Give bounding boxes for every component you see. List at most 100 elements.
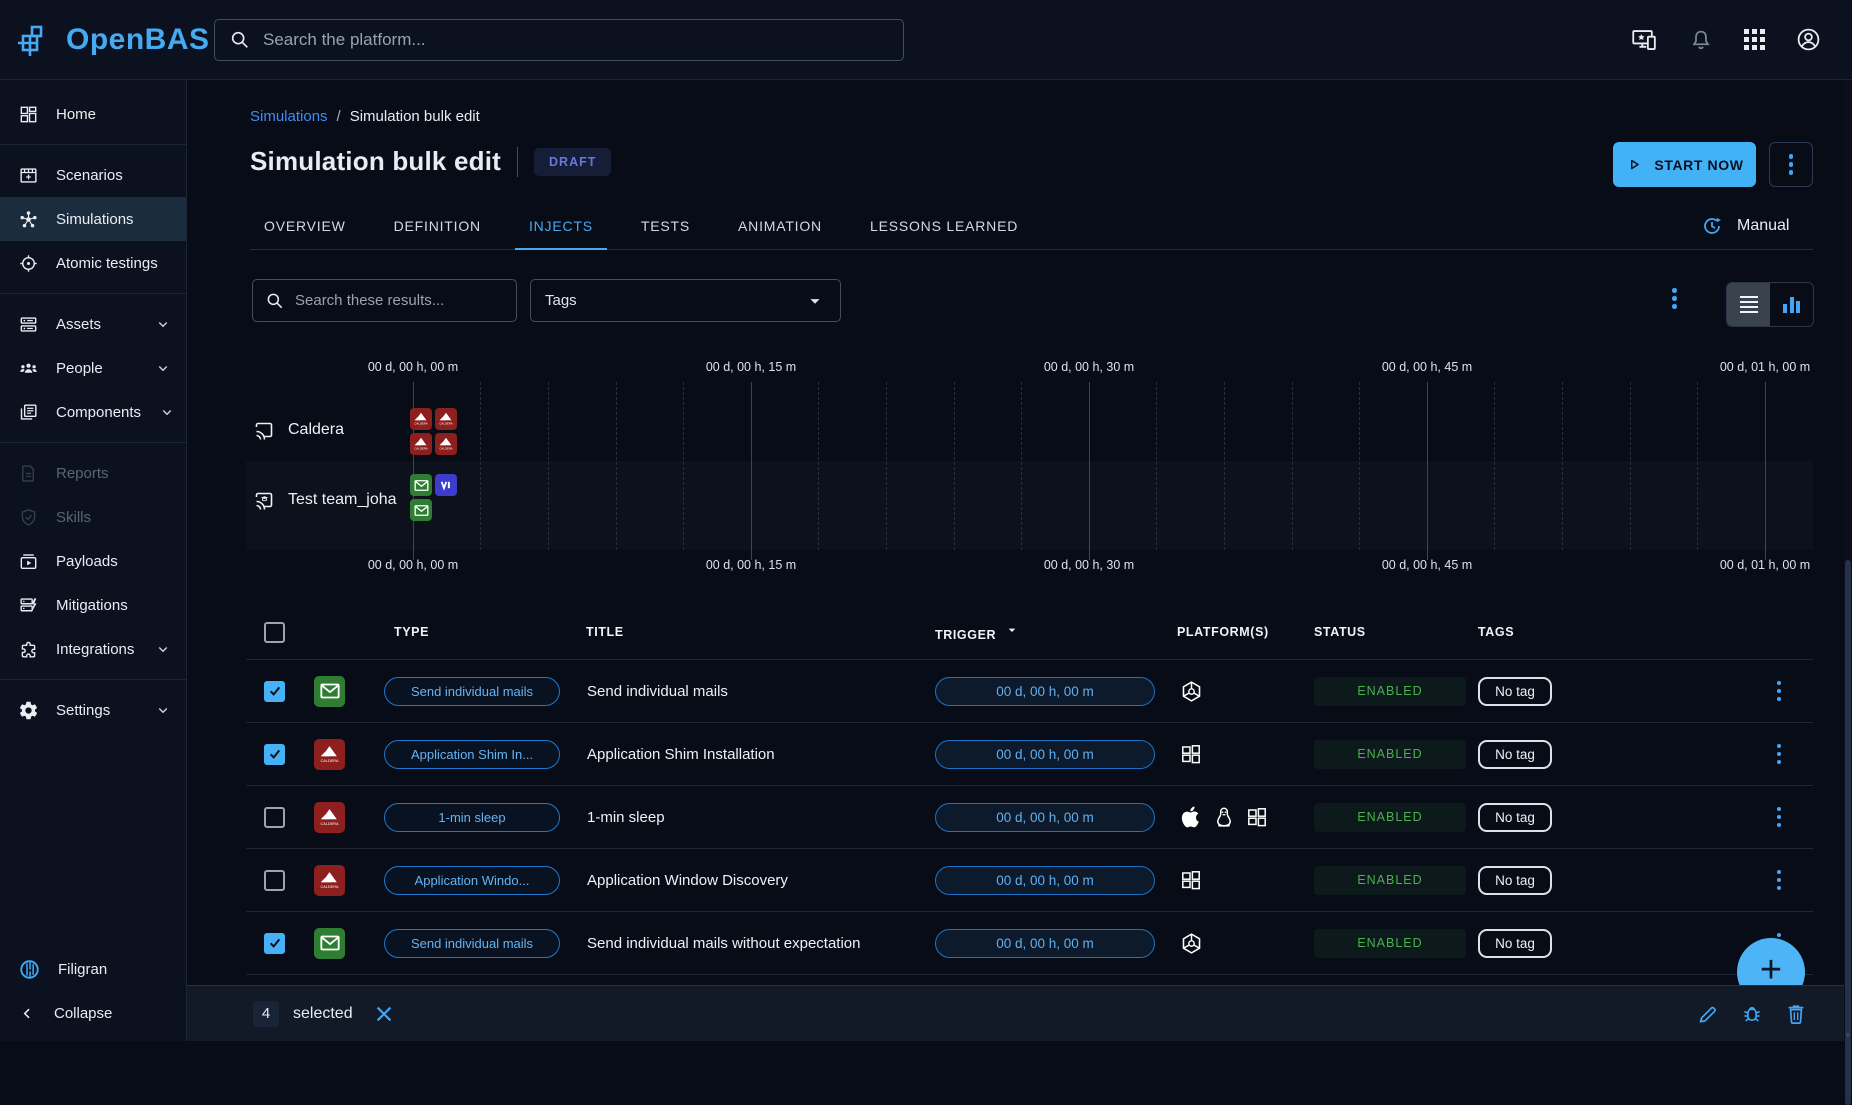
inject-row[interactable]: Application Shim In... Application Shim … xyxy=(246,723,1813,786)
servers-icon xyxy=(18,314,39,335)
notifications-bell-icon[interactable] xyxy=(1688,27,1714,53)
row-menu-button[interactable] xyxy=(1776,680,1781,702)
tab-injects[interactable]: INJECTS xyxy=(514,202,607,250)
sidebar-item-label: Reports xyxy=(56,464,109,482)
kebab-icon xyxy=(1788,154,1794,175)
row-menu-button[interactable] xyxy=(1776,869,1781,891)
cast-icon xyxy=(252,418,276,442)
indigo-inject-icon[interactable] xyxy=(435,474,457,496)
linux-platform-icon xyxy=(1212,805,1236,829)
caldera-inject-icon[interactable] xyxy=(410,433,432,455)
filigran-label: Filigran xyxy=(58,960,108,978)
select-all-checkbox[interactable] xyxy=(264,621,285,643)
inject-type-chip[interactable]: Send individual mails xyxy=(384,676,560,706)
inject-row[interactable]: Application Windo... Application Window … xyxy=(246,849,1813,912)
email-inject-icon[interactable] xyxy=(410,474,432,496)
inject-type-chip[interactable]: Application Windo... xyxy=(384,865,560,895)
email-inject-icon[interactable] xyxy=(410,499,432,521)
bug-test-icon[interactable] xyxy=(1740,1002,1764,1026)
platform-search-placeholder: Search the platform... xyxy=(263,29,426,49)
view-mode-toggle xyxy=(1726,282,1814,327)
column-header-platforms[interactable]: PLATFORM(S) xyxy=(1177,625,1269,639)
openbas-logo[interactable]: OpenBAS xyxy=(16,20,209,60)
sidebar-item-components[interactable]: Components xyxy=(0,390,186,434)
row-checkbox[interactable] xyxy=(264,680,285,702)
column-header-trigger[interactable]: TRIGGER xyxy=(935,622,1177,642)
sidebar-item-settings[interactable]: Settings xyxy=(0,688,186,732)
sidebar-item-home[interactable]: Home xyxy=(0,92,186,136)
row-checkbox[interactable] xyxy=(264,743,285,765)
row-checkbox[interactable] xyxy=(264,869,285,891)
inject-title: Send individual mails without expectatio… xyxy=(587,934,861,952)
timeline-tick-label: 00 d, 01 h, 00 m xyxy=(1719,360,1811,374)
sidebar-item-label: Assets xyxy=(56,315,102,333)
column-header-type[interactable]: TYPE xyxy=(394,625,430,639)
refresh-mode-control[interactable]: Manual xyxy=(1700,214,1789,238)
openbas-logo-text: OpenBAS xyxy=(66,22,210,56)
column-header-title[interactable]: TITLE xyxy=(586,625,624,639)
start-now-button[interactable]: START NOW xyxy=(1613,142,1756,187)
row-menu-button[interactable] xyxy=(1776,806,1781,828)
apps-grid-icon[interactable] xyxy=(1744,29,1765,50)
caldera-inject-icon[interactable] xyxy=(410,408,432,430)
sidebar-item-mitigations[interactable]: Mitigations xyxy=(0,583,186,627)
edit-icon[interactable] xyxy=(1696,1002,1720,1026)
row-checkbox[interactable] xyxy=(264,932,285,954)
column-header-status[interactable]: STATUS xyxy=(1314,625,1366,639)
important-devices-icon[interactable] xyxy=(1631,26,1658,53)
scrollbar-thumb[interactable] xyxy=(1845,560,1851,1105)
sidebar-item-people[interactable]: People xyxy=(0,346,186,390)
vertical-scrollbar[interactable]: ▼ xyxy=(1844,80,1852,1105)
kebab-icon xyxy=(1672,288,1677,309)
sidebar-item-atomic-testings[interactable]: Atomic testings xyxy=(0,241,186,285)
trigger-chip: 00 d, 00 h, 00 m xyxy=(935,928,1155,958)
injects-timeline: 00 d, 00 h, 00 m 00 d, 00 h, 15 m 00 d, … xyxy=(246,360,1813,585)
hub-icon xyxy=(18,209,39,230)
platform-search-input[interactable]: Search the platform... xyxy=(214,18,904,61)
sidebar-item-simulations[interactable]: Simulations xyxy=(0,197,186,241)
sidebar-item-payloads[interactable]: Payloads xyxy=(0,539,186,583)
inject-type-chip[interactable]: Send individual mails xyxy=(384,928,560,958)
inject-row[interactable]: Send individual mails Send individual ma… xyxy=(246,660,1813,723)
clear-selection-icon[interactable] xyxy=(373,1003,395,1025)
scrollbar-down-arrow[interactable]: ▼ xyxy=(1844,1031,1852,1040)
tab-bar: OVERVIEW DEFINITION INJECTS TESTS ANIMAT… xyxy=(250,202,1813,250)
inject-row[interactable]: 1-min sleep 1-min sleep 00 d, 00 h, 00 m… xyxy=(246,786,1813,849)
list-view-button[interactable] xyxy=(1727,283,1770,326)
play-icon xyxy=(1625,155,1644,174)
inject-row[interactable]: Send individual mails Send individual ma… xyxy=(246,912,1813,975)
breadcrumb-simulations-link[interactable]: Simulations xyxy=(250,108,328,125)
tab-lessons-learned[interactable]: LESSONS LEARNED xyxy=(869,217,1019,234)
filigran-logo-icon xyxy=(18,958,41,981)
account-circle-icon[interactable] xyxy=(1795,26,1822,53)
sidebar-item-scenarios[interactable]: Scenarios xyxy=(0,153,186,197)
caldera-inject-icon[interactable] xyxy=(435,433,457,455)
windows-platform-icon xyxy=(1245,805,1269,829)
inject-type-chip[interactable]: Application Shim In... xyxy=(384,739,560,769)
distribution-view-button[interactable] xyxy=(1770,283,1813,326)
kebab-icon xyxy=(1776,680,1781,702)
list-options-menu-button[interactable] xyxy=(1672,288,1677,309)
sidebar-item-integrations[interactable]: Integrations xyxy=(0,627,186,671)
filigran-link[interactable]: Filigran xyxy=(0,947,185,991)
tags-filter-select[interactable]: Tags xyxy=(530,279,841,322)
row-checkbox[interactable] xyxy=(264,806,285,828)
column-header-tags[interactable]: TAGS xyxy=(1478,625,1515,639)
header-menu-button[interactable] xyxy=(1769,142,1813,187)
tab-tests[interactable]: TESTS xyxy=(640,217,691,234)
timeline-row-test-team[interactable]: Test team_joha xyxy=(252,488,397,512)
tab-animation[interactable]: ANIMATION xyxy=(738,217,822,234)
inject-title: Application Window Discovery xyxy=(587,871,788,889)
table-header-row: TYPE TITLE TRIGGER PLATFORM(S) STATUS TA… xyxy=(246,605,1813,660)
tab-overview[interactable]: OVERVIEW xyxy=(264,217,346,234)
inject-type-chip[interactable]: 1-min sleep xyxy=(384,802,560,832)
row-menu-button[interactable] xyxy=(1776,743,1781,765)
tab-definition[interactable]: DEFINITION xyxy=(393,217,481,234)
results-search-input[interactable]: Search these results... xyxy=(252,279,517,322)
caldera-inject-icon[interactable] xyxy=(435,408,457,430)
email-inject-icon xyxy=(314,675,345,707)
delete-icon[interactable] xyxy=(1784,1002,1808,1026)
sidebar-collapse-button[interactable]: Collapse xyxy=(0,991,185,1035)
sidebar-item-assets[interactable]: Assets xyxy=(0,302,186,346)
timeline-row-caldera[interactable]: Caldera xyxy=(252,418,344,442)
